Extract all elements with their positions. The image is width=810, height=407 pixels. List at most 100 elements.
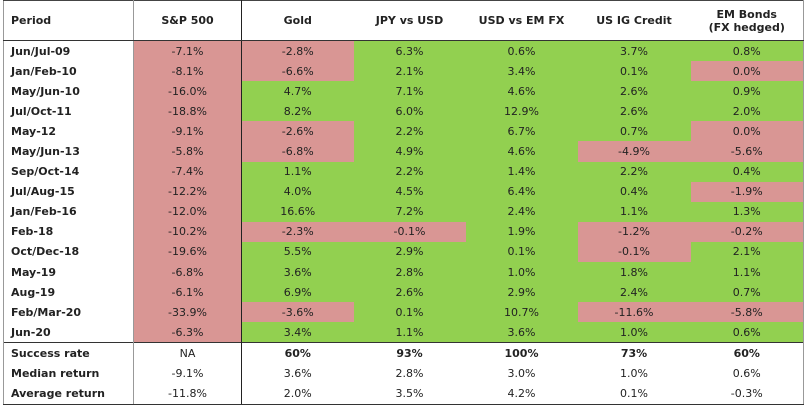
value-cell-us-ig-credit: 1.0% xyxy=(577,322,691,343)
value-cell-gold: -6.8% xyxy=(241,141,354,162)
value-cell-gold: -3.6% xyxy=(241,302,354,323)
value-cell-sp500: -6.1% xyxy=(133,282,242,303)
value-cell-us-ig-credit: -4.9% xyxy=(577,141,691,162)
value-cell-usd-vs-em-fx: 1.9% xyxy=(465,221,578,242)
value-cell-em-bonds: 0.8% xyxy=(690,40,804,62)
summary-cell-sp500: -9.1% xyxy=(133,363,242,384)
value-cell-em-bonds: -0.2% xyxy=(690,221,804,242)
value-cell-jpy-vs-usd: 6.3% xyxy=(353,40,466,62)
value-cell-gold: 8.2% xyxy=(241,101,354,122)
value-cell-usd-vs-em-fx: 6.4% xyxy=(465,181,578,202)
value-cell-jpy-vs-usd: 4.9% xyxy=(353,141,466,162)
header-row: Period S&P 500 Gold JPY vs USD USD vs EM FX U… xyxy=(3,0,804,41)
value-cell-sp500: -33.9% xyxy=(133,302,242,323)
column-header-usd-vs-em-fx: USD vs EM FX xyxy=(465,0,578,41)
value-cell-em-bonds: 0.0% xyxy=(690,121,804,142)
value-cell-sp500: -12.2% xyxy=(133,181,242,202)
value-cell-usd-vs-em-fx: 3.6% xyxy=(465,322,578,343)
table-row: Oct/Dec-18 -19.6% 5.5% 2.9% 0.1% -0.1% 2.1% xyxy=(3,241,804,263)
value-cell-usd-vs-em-fx: 6.7% xyxy=(465,121,578,142)
period-cell: Jan/Feb-16 xyxy=(3,201,134,222)
value-cell-jpy-vs-usd: 7.2% xyxy=(353,201,466,222)
value-cell-jpy-vs-usd: 7.1% xyxy=(353,81,466,102)
summary-cell-gold: 2.0% xyxy=(241,383,354,405)
value-cell-gold: 5.5% xyxy=(241,241,354,263)
column-header-sp500: S&P 500 xyxy=(133,0,242,41)
value-cell-us-ig-credit: 2.2% xyxy=(577,161,691,182)
value-cell-gold: -2.3% xyxy=(241,221,354,242)
value-cell-sp500: -6.8% xyxy=(133,262,242,283)
value-cell-em-bonds: 1.3% xyxy=(690,201,804,222)
value-cell-usd-vs-em-fx: 2.9% xyxy=(465,282,578,303)
value-cell-sp500: -8.1% xyxy=(133,61,242,82)
value-cell-em-bonds: 0.4% xyxy=(690,161,804,182)
value-cell-us-ig-credit: -11.6% xyxy=(577,302,691,323)
period-cell: Jun-20 xyxy=(3,322,134,343)
column-header-period: Period xyxy=(3,0,134,41)
summary-cell-usd-vs-em-fx: 4.2% xyxy=(465,383,578,405)
summary-label: Success rate xyxy=(3,342,134,364)
value-cell-usd-vs-em-fx: 10.7% xyxy=(465,302,578,323)
value-cell-jpy-vs-usd: 2.2% xyxy=(353,121,466,142)
summary-cell-sp500: NA xyxy=(133,342,242,364)
summary-row: Median return -9.1% 3.6% 2.8% 3.0% 1.0% 0.6% xyxy=(3,363,804,384)
value-cell-us-ig-credit: -1.2% xyxy=(577,221,691,242)
value-cell-gold: 3.6% xyxy=(241,262,354,283)
summary-cell-em-bonds: -0.3% xyxy=(690,383,804,405)
period-cell: Sep/Oct-14 xyxy=(3,161,134,182)
value-cell-em-bonds: 0.9% xyxy=(690,81,804,102)
summary-row: Success rate NA 60% 93% 100% 73% 60% xyxy=(3,342,804,364)
table-row: Feb-18 -10.2% -2.3% -0.1% 1.9% -1.2% -0.2% xyxy=(3,221,804,242)
table-row: May/Jun-10 -16.0% 4.7% 7.1% 4.6% 2.6% 0.9% xyxy=(3,81,804,102)
value-cell-jpy-vs-usd: 0.1% xyxy=(353,302,466,323)
summary-cell-gold: 60% xyxy=(241,342,354,364)
value-cell-us-ig-credit: 0.1% xyxy=(577,61,691,82)
value-cell-us-ig-credit: 0.4% xyxy=(577,181,691,202)
period-cell: May-12 xyxy=(3,121,134,142)
value-cell-jpy-vs-usd: 2.2% xyxy=(353,161,466,182)
table-row: Jan/Feb-16 -12.0% 16.6% 7.2% 2.4% 1.1% 1.3% xyxy=(3,201,804,222)
value-cell-jpy-vs-usd: 2.1% xyxy=(353,61,466,82)
value-cell-sp500: -19.6% xyxy=(133,241,242,263)
value-cell-sp500: -16.0% xyxy=(133,81,242,102)
summary-cell-us-ig-credit: 0.1% xyxy=(577,383,691,405)
table-row: Jan/Feb-10 -8.1% -6.6% 2.1% 3.4% 0.1% 0.0% xyxy=(3,61,804,82)
value-cell-usd-vs-em-fx: 0.6% xyxy=(465,40,578,62)
summary-cell-em-bonds: 0.6% xyxy=(690,363,804,384)
period-cell: Jun/Jul-09 xyxy=(3,40,134,62)
summary-label: Average return xyxy=(3,383,134,405)
value-cell-jpy-vs-usd: 6.0% xyxy=(353,101,466,122)
table-row: May/Jun-13 -5.8% -6.8% 4.9% 4.6% -4.9% -5.6% xyxy=(3,141,804,162)
value-cell-usd-vs-em-fx: 1.4% xyxy=(465,161,578,182)
summary-row: Average return -11.8% 2.0% 3.5% 4.2% 0.1% -0.3… xyxy=(3,383,804,405)
value-cell-us-ig-credit: 0.7% xyxy=(577,121,691,142)
value-cell-usd-vs-em-fx: 3.4% xyxy=(465,61,578,82)
value-cell-usd-vs-em-fx: 12.9% xyxy=(465,101,578,122)
value-cell-us-ig-credit: 2.6% xyxy=(577,101,691,122)
value-cell-gold: 3.4% xyxy=(241,322,354,343)
period-cell: May-19 xyxy=(3,262,134,283)
value-cell-sp500: -7.4% xyxy=(133,161,242,182)
table-row: Feb/Mar-20 -33.9% -3.6% 0.1% 10.7% -11.6% -5.8… xyxy=(3,302,804,323)
value-cell-em-bonds: -5.6% xyxy=(690,141,804,162)
table-row: Jul/Oct-11 -18.8% 8.2% 6.0% 12.9% 2.6% 2.0% xyxy=(3,101,804,122)
summary-cell-jpy-vs-usd: 2.8% xyxy=(395,367,424,381)
value-cell-em-bonds: 0.6% xyxy=(690,322,804,343)
value-cell-usd-vs-em-fx: 4.6% xyxy=(465,141,578,162)
table-row: Jul/Aug-15 -12.2% 4.0% 4.5% 6.4% 0.4% -1.9% xyxy=(3,181,804,202)
table-row: Sep/Oct-14 -7.4% 1.1% 2.2% 1.4% 2.2% 0.4% xyxy=(3,161,804,182)
value-cell-gold: 6.9% xyxy=(241,282,354,303)
value-cell-us-ig-credit: -0.1% xyxy=(577,241,691,263)
period-cell: Oct/Dec-18 xyxy=(3,241,134,263)
value-cell-us-ig-credit: 3.7% xyxy=(577,40,691,62)
value-cell-jpy-vs-usd: -0.1% xyxy=(353,221,466,242)
value-cell-sp500: -6.3% xyxy=(133,322,242,343)
value-cell-us-ig-credit: 2.4% xyxy=(577,282,691,303)
value-cell-em-bonds: 2.1% xyxy=(690,241,804,263)
period-cell: May/Jun-10 xyxy=(3,81,134,102)
value-cell-em-bonds: -1.9% xyxy=(690,181,804,202)
summary-cell-us-ig-credit: 1.0% xyxy=(620,367,648,381)
value-cell-jpy-vs-usd: 4.5% xyxy=(353,181,466,202)
value-cell-gold: -2.6% xyxy=(241,121,354,142)
table-row: Aug-19 -6.1% 6.9% 2.6% 2.9% 2.4% 0.7% xyxy=(3,282,804,303)
